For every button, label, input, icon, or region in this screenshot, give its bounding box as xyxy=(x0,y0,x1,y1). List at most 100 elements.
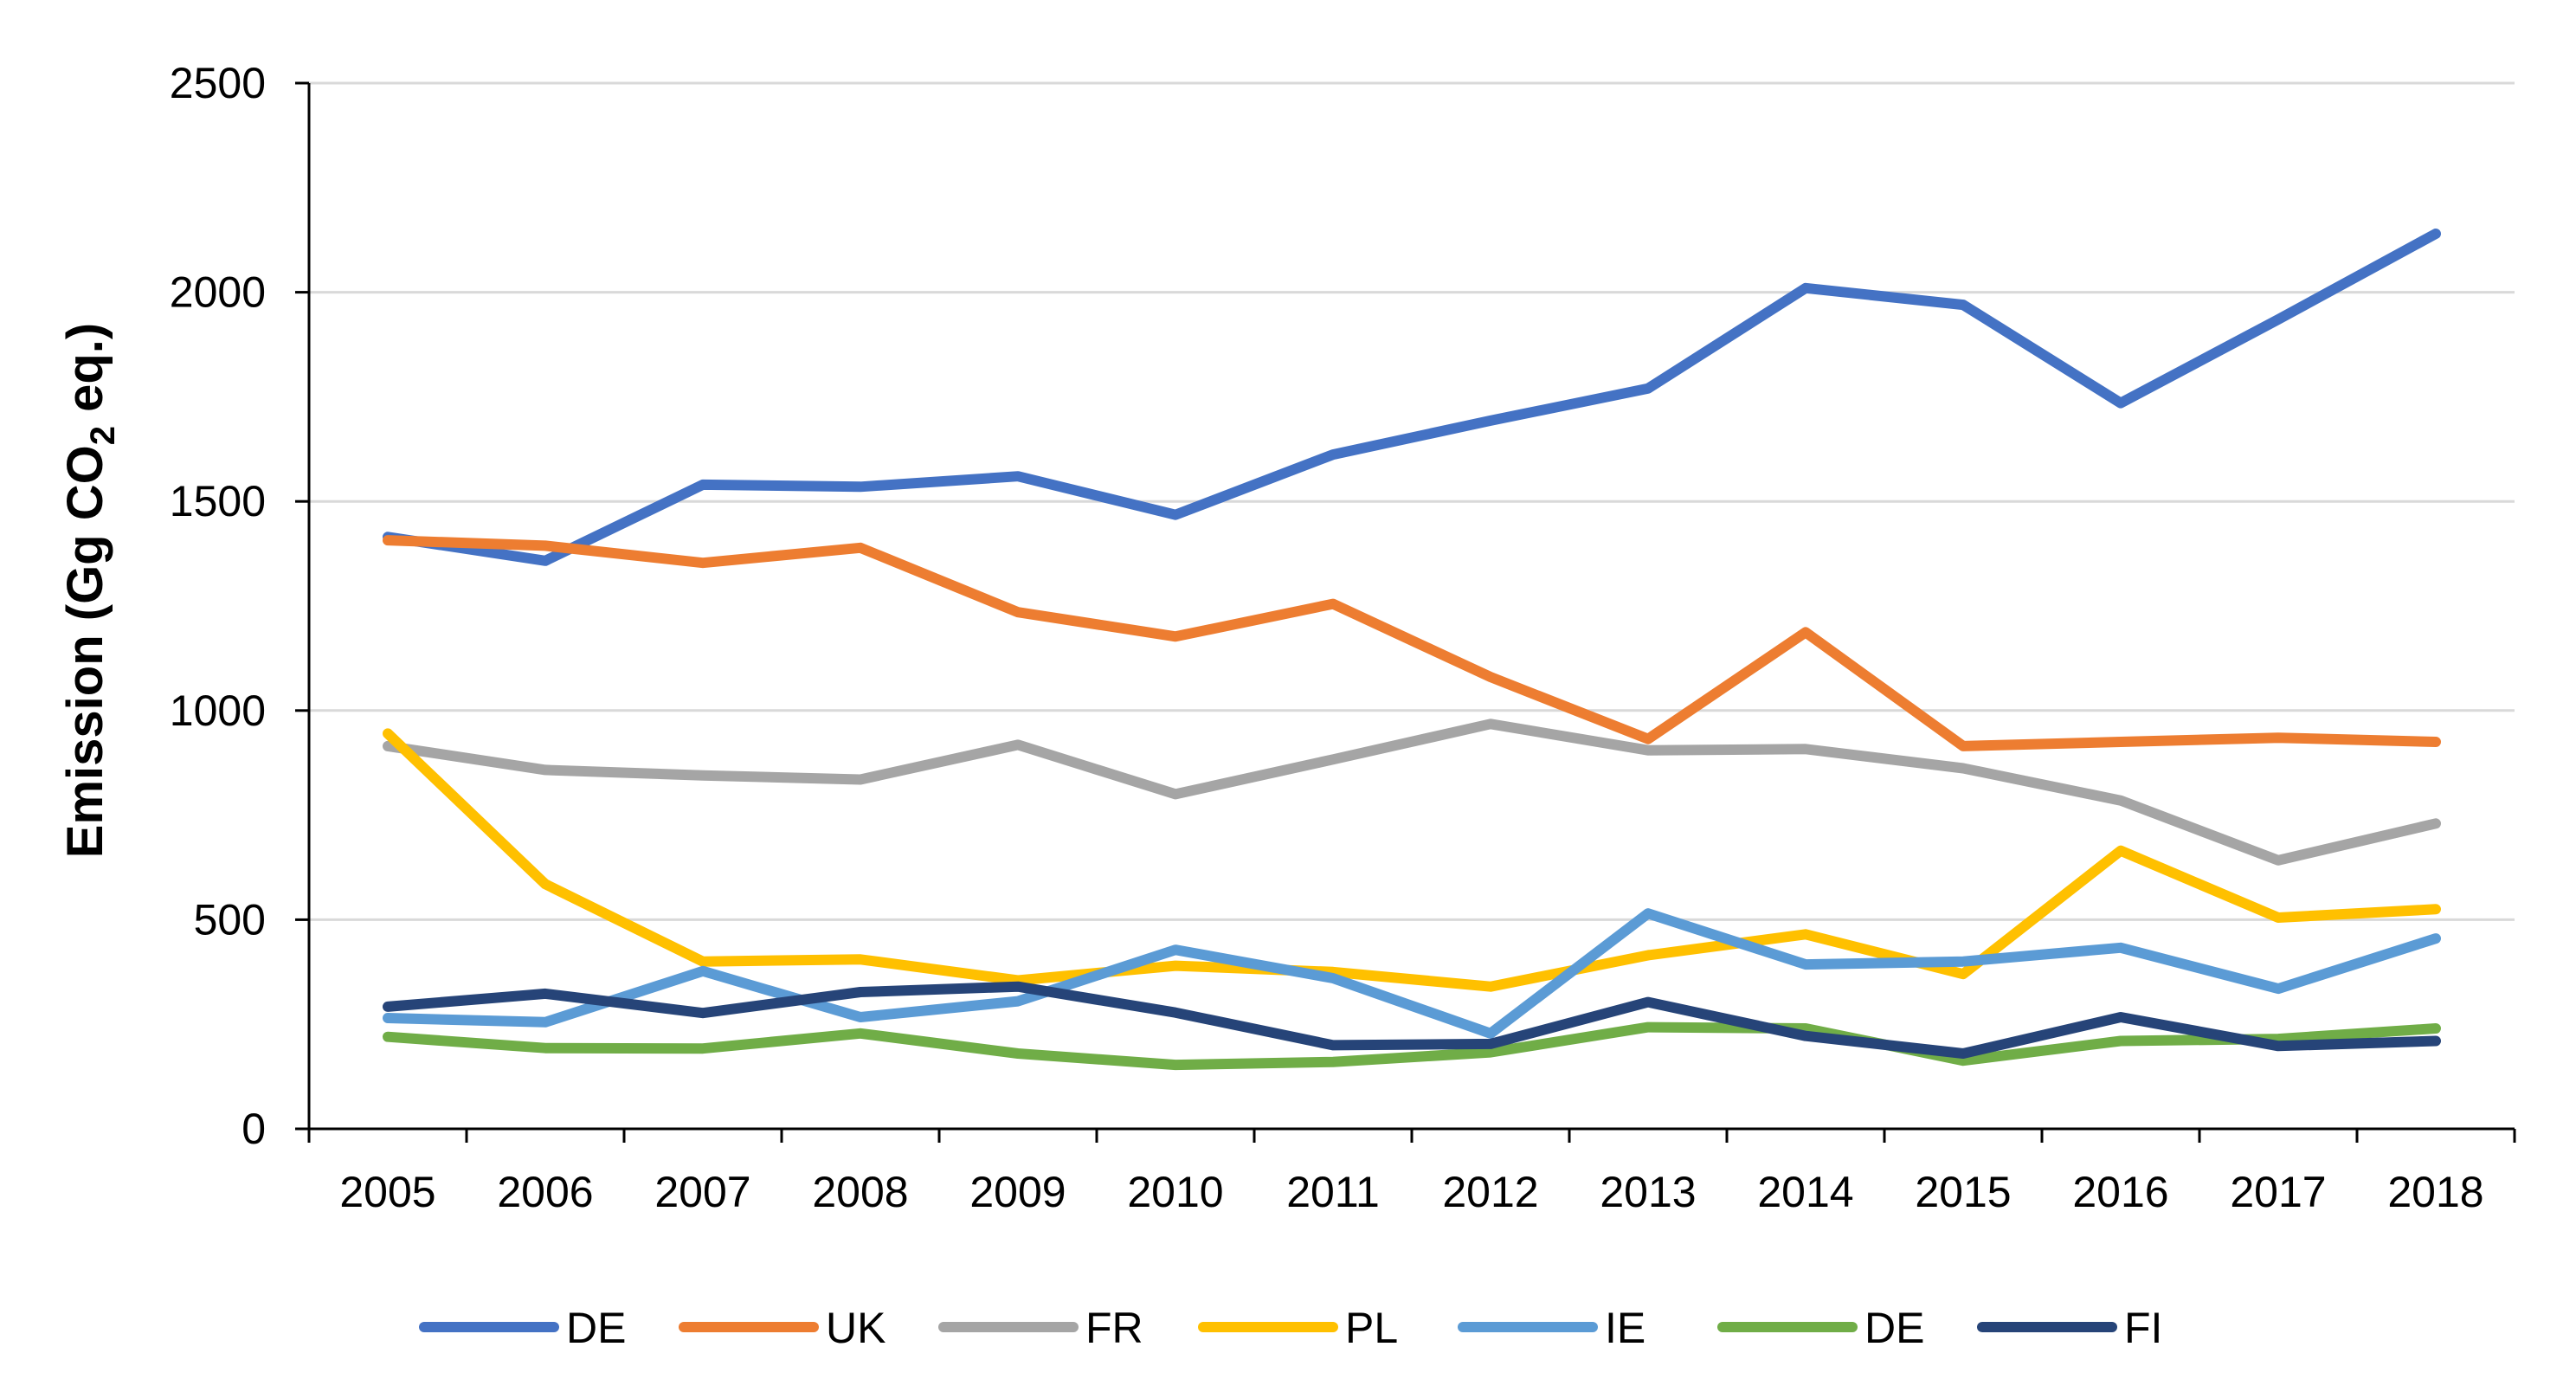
data-point xyxy=(1332,977,1334,980)
data-point xyxy=(860,546,861,549)
data-point xyxy=(544,883,546,886)
legend-label: DE xyxy=(1864,1304,1924,1352)
data-point xyxy=(544,545,546,547)
gridlines xyxy=(309,81,2515,921)
data-point xyxy=(2435,908,2437,911)
series-line-fr-2 xyxy=(383,719,2441,866)
data-point xyxy=(1490,1051,1491,1054)
series-line-pl-3 xyxy=(383,728,2441,992)
data-point xyxy=(1175,949,1176,951)
data-point xyxy=(1962,960,1964,963)
data-point xyxy=(1332,1044,1334,1047)
y-tick-label: 2500 xyxy=(170,59,266,107)
legend-label: DE xyxy=(566,1304,626,1352)
y-tick-label: 500 xyxy=(194,895,266,944)
data-point xyxy=(2120,1040,2122,1042)
axes xyxy=(295,81,2516,1143)
data-point xyxy=(387,732,389,735)
x-tick-label: 2014 xyxy=(1757,1168,1853,1216)
data-point xyxy=(1805,933,1806,936)
data-point xyxy=(387,1035,389,1038)
data-point xyxy=(2435,741,2437,744)
data-point xyxy=(860,486,861,488)
data-point xyxy=(702,1012,704,1015)
data-point xyxy=(860,958,861,961)
data-point xyxy=(2120,946,2122,949)
legend: DE UK FR PL IE DE FI xyxy=(419,1304,2162,1352)
series-layer xyxy=(383,229,2441,1071)
x-tick-label: 2009 xyxy=(969,1168,1066,1216)
data-point xyxy=(1805,1028,1806,1030)
data-point xyxy=(1962,744,1964,747)
data-point xyxy=(2277,319,2279,321)
data-point xyxy=(2277,1045,2279,1047)
data-point xyxy=(544,769,546,771)
data-point xyxy=(2277,859,2279,861)
data-point xyxy=(1805,1034,1806,1037)
data-point xyxy=(1332,1060,1334,1063)
tick-labels: 0 500 1000 1500 2000 2500 2005 2006 2007 2008 2009… xyxy=(170,59,2484,1216)
data-point xyxy=(1490,985,1491,988)
series-line-uk-1 xyxy=(383,535,2441,751)
data-point xyxy=(1332,970,1334,973)
data-point xyxy=(1962,767,1964,770)
data-point xyxy=(1490,1042,1491,1045)
series-line-de-5 xyxy=(383,1021,2441,1071)
data-point xyxy=(860,990,861,993)
legend-label: FR xyxy=(1085,1304,1143,1352)
legend-label: UK xyxy=(826,1304,886,1352)
data-point xyxy=(2120,1015,2122,1018)
data-point xyxy=(1175,1011,1176,1014)
x-tick-label: 2005 xyxy=(339,1168,435,1216)
data-point xyxy=(1017,744,1019,746)
legend-label: FI xyxy=(2124,1304,2162,1352)
data-point xyxy=(387,539,389,542)
data-point xyxy=(2435,232,2437,235)
data-point xyxy=(1332,454,1334,456)
data-point xyxy=(2277,988,2279,990)
data-point xyxy=(1962,1053,1964,1055)
data-point xyxy=(1017,1000,1019,1002)
data-point xyxy=(2120,741,2122,744)
data-point xyxy=(1962,973,1964,976)
data-point xyxy=(1175,513,1176,516)
data-point xyxy=(1175,635,1176,638)
x-tick-label: 2010 xyxy=(1127,1168,1223,1216)
legend-label: PL xyxy=(1345,1304,1398,1352)
x-tick-label: 2017 xyxy=(2230,1168,2326,1216)
data-point xyxy=(544,992,546,995)
data-point xyxy=(1805,287,1806,289)
data-point xyxy=(1647,387,1649,390)
data-point xyxy=(2435,1040,2437,1042)
data-point xyxy=(2277,916,2279,918)
x-tick-label: 2015 xyxy=(1915,1168,2011,1216)
data-point xyxy=(1017,985,1019,988)
series-line-fi-6 xyxy=(383,981,2441,1059)
x-tick-label: 2008 xyxy=(812,1168,908,1216)
data-point xyxy=(387,1005,389,1008)
x-tick-label: 2013 xyxy=(1600,1168,1696,1216)
data-point xyxy=(702,774,704,777)
y-tick-label: 1500 xyxy=(170,477,266,525)
data-point xyxy=(2120,402,2122,404)
data-point xyxy=(1017,611,1019,614)
data-point xyxy=(2277,737,2279,739)
data-point xyxy=(1490,419,1491,422)
y-tick-label: 2000 xyxy=(170,268,266,317)
series-line-de-0 xyxy=(383,229,2441,566)
data-point xyxy=(1647,738,1649,740)
data-point xyxy=(1805,748,1806,751)
data-point xyxy=(702,483,704,486)
data-point xyxy=(860,1015,861,1018)
x-tick-label: 2007 xyxy=(654,1168,750,1216)
data-point xyxy=(1647,1001,1649,1003)
y-tick-label: 0 xyxy=(242,1105,266,1153)
legend-label: IE xyxy=(1605,1304,1645,1352)
data-point xyxy=(2120,799,2122,802)
data-point xyxy=(1175,964,1176,967)
data-point xyxy=(2277,1038,2279,1041)
data-point xyxy=(544,1021,546,1023)
y-tick-label: 1000 xyxy=(170,686,266,735)
data-point xyxy=(387,1016,389,1019)
